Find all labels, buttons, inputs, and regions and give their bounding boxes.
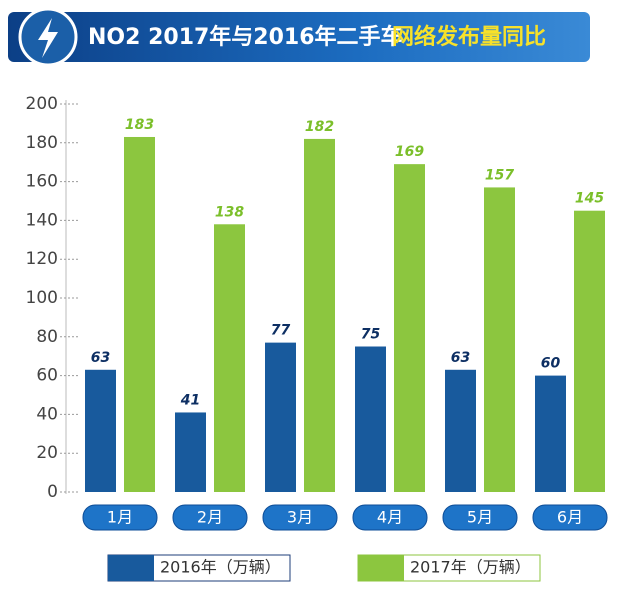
x-tick-label: 4月 xyxy=(377,508,403,527)
category-pill xyxy=(352,504,428,531)
y-tick-label: 80 xyxy=(36,327,58,347)
chart-title-highlight: 网络发布量同比 xyxy=(392,24,546,50)
legend-label: 2016年（万辆） xyxy=(160,558,281,577)
value-label: 145 xyxy=(575,191,604,207)
x-tick-label: 5月 xyxy=(467,508,493,527)
y-tick-label: 60 xyxy=(36,366,58,386)
y-tick-label: 100 xyxy=(26,288,58,308)
value-label: 63 xyxy=(91,350,110,366)
title-banner xyxy=(8,12,590,62)
bar xyxy=(124,136,155,493)
bar xyxy=(535,375,566,492)
bar xyxy=(355,346,386,492)
y-tick-label: 140 xyxy=(26,210,58,230)
value-label: 157 xyxy=(485,167,514,183)
y-tick-label: 200 xyxy=(26,94,58,114)
bar xyxy=(445,369,476,492)
bar xyxy=(394,164,425,492)
legend-label: 2017年（万辆） xyxy=(410,558,531,577)
y-tick-label: 20 xyxy=(36,443,58,463)
bar xyxy=(175,412,206,492)
chart-title: NO2 2017年与2016年二手车 xyxy=(88,24,403,50)
value-label: 41 xyxy=(180,392,200,408)
legend-swatch xyxy=(358,555,404,581)
value-label: 182 xyxy=(305,119,334,135)
bar xyxy=(484,187,515,493)
bar xyxy=(574,210,605,492)
x-tick-label: 6月 xyxy=(557,508,583,527)
lightning-icon xyxy=(38,18,58,58)
category-pill xyxy=(172,504,248,531)
value-label: 183 xyxy=(125,117,154,133)
x-tick-label: 3月 xyxy=(287,508,313,527)
category-pill xyxy=(262,504,338,531)
y-tick-label: 180 xyxy=(26,133,58,153)
bar xyxy=(265,342,296,492)
value-label: 169 xyxy=(395,144,424,160)
value-label: 77 xyxy=(271,323,291,339)
value-label: 63 xyxy=(451,350,470,366)
value-label: 75 xyxy=(361,327,381,343)
y-tick-label: 120 xyxy=(26,249,58,269)
category-pill xyxy=(82,504,158,531)
value-label: 138 xyxy=(215,204,244,220)
category-pill xyxy=(442,504,518,531)
bar xyxy=(214,224,245,492)
value-label: 60 xyxy=(541,356,561,372)
y-tick-label: 160 xyxy=(26,172,58,192)
x-tick-label: 2月 xyxy=(197,508,223,527)
bar xyxy=(304,138,335,493)
y-tick-label: 40 xyxy=(36,404,58,424)
x-tick-label: 1月 xyxy=(107,508,133,527)
category-pill xyxy=(532,504,608,531)
bar xyxy=(85,369,116,492)
legend-swatch xyxy=(108,555,154,581)
y-tick-label: 0 xyxy=(47,482,58,502)
